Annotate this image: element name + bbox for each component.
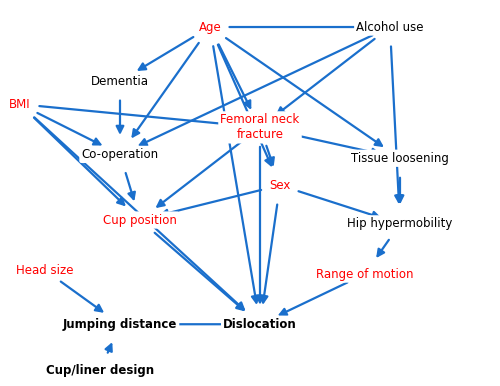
Text: Cup/liner design: Cup/liner design [46, 364, 154, 377]
Text: Sex: Sex [270, 179, 290, 192]
Text: Femoral neck
fracture: Femoral neck fracture [220, 113, 300, 141]
Text: Dislocation: Dislocation [223, 318, 297, 331]
Text: BMI: BMI [9, 98, 31, 111]
Text: Jumping distance: Jumping distance [63, 318, 177, 331]
Text: Alcohol use: Alcohol use [356, 20, 424, 34]
Text: Co-operation: Co-operation [82, 148, 158, 161]
Text: Tissue loosening: Tissue loosening [351, 152, 449, 165]
Text: Age: Age [198, 20, 222, 34]
Text: Cup position: Cup position [103, 213, 177, 227]
Text: Head size: Head size [16, 264, 74, 277]
Text: Range of motion: Range of motion [316, 267, 414, 281]
Text: Dementia: Dementia [91, 74, 149, 88]
Text: Hip hypermobility: Hip hypermobility [348, 217, 453, 230]
